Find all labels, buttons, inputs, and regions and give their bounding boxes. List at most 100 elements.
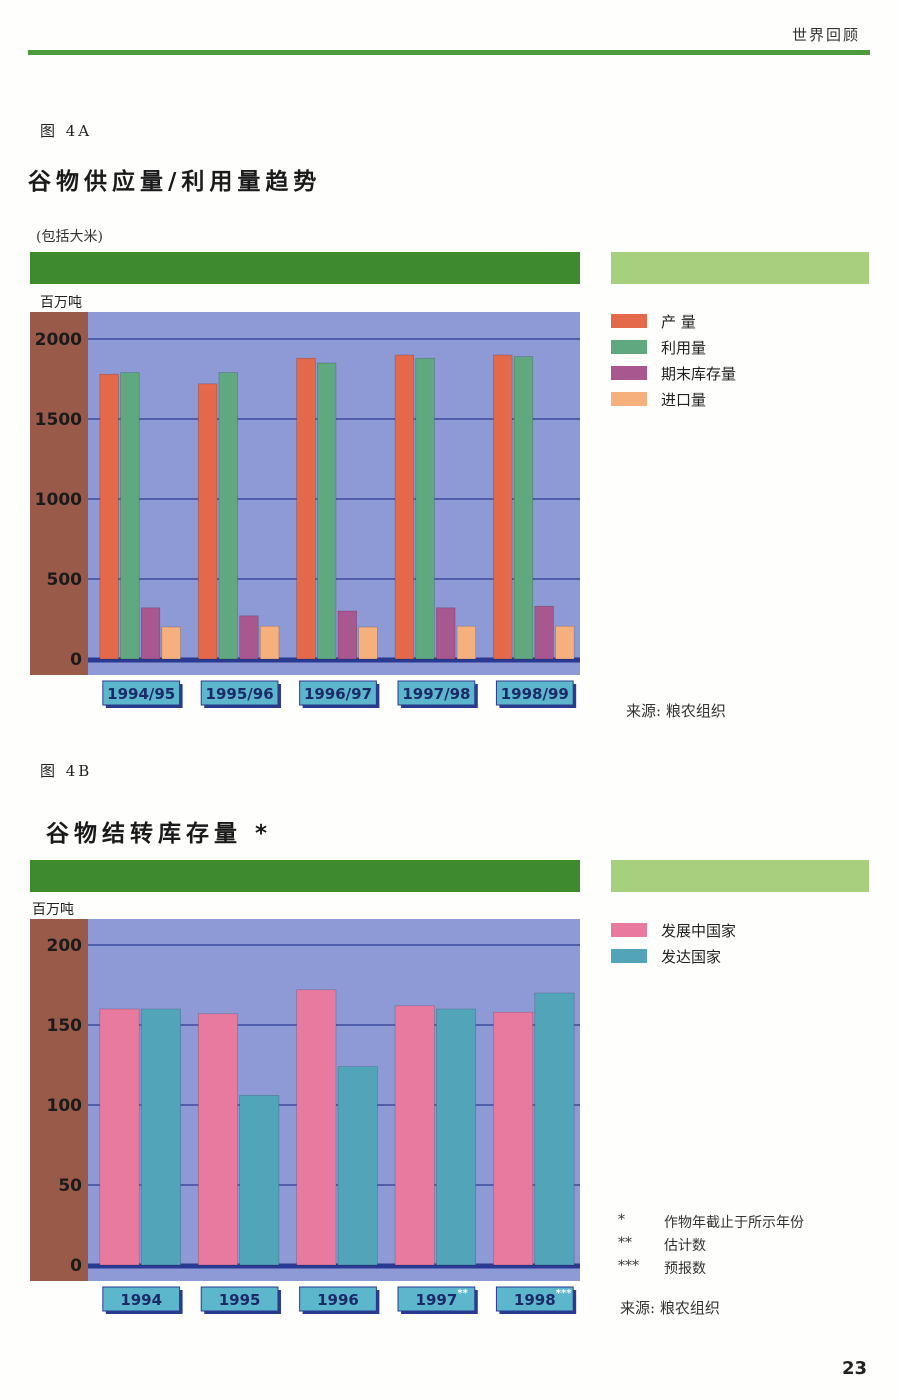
category-tab	[495, 680, 574, 706]
bar-0-1-1	[218, 372, 238, 660]
figure-4b-footnotes: * 作物年截止于所示年份 ** 估计数 *** 预报数	[618, 1212, 804, 1281]
bar-1-4-0	[493, 1011, 534, 1266]
legend-label: 发达国家	[661, 947, 722, 966]
figure-4b-chart: 0 50 100 150 200 1994 1995 1996 1997 ** 1998 ***	[30, 919, 580, 1314]
bar-1-3-0	[394, 1005, 435, 1266]
figure-4b-light-band	[611, 860, 869, 892]
legend-item: 产 量	[611, 308, 736, 334]
bar-1-0-0	[99, 1008, 140, 1266]
x-tick-superscript: ***	[556, 1288, 572, 1299]
bar-1-1-1	[239, 1095, 280, 1266]
legend-swatch	[611, 340, 647, 354]
category-tab	[299, 1286, 377, 1312]
footnote: *** 预报数	[618, 1258, 804, 1281]
bar-0-2-3	[358, 626, 378, 660]
x-tick-label: 1995/96	[206, 685, 274, 703]
legend-label: 产 量	[661, 312, 696, 331]
bar-0-1-2	[239, 615, 259, 660]
x-tick-label: 1997/98	[402, 685, 470, 703]
figure-4b-legend: 发展中国家发达国家	[611, 917, 736, 969]
bar-0-3-3	[456, 625, 477, 660]
bar-0-3-0	[394, 354, 415, 660]
legend-swatch	[611, 366, 647, 380]
bar-1-3-1	[436, 1008, 477, 1266]
bar-0-1-3	[259, 625, 280, 660]
category-tab	[299, 680, 377, 706]
footnote-marker: *	[618, 1212, 625, 1228]
x-tick-label: 1994	[120, 1291, 162, 1309]
x-tick-label: 1996	[317, 1291, 359, 1309]
y-tick-label: 2000	[35, 330, 82, 350]
footnote: * 作物年截止于所示年份	[618, 1212, 804, 1235]
legend-item: 发达国家	[611, 943, 736, 969]
legend-label: 进口量	[661, 390, 707, 409]
bar-0-0-0	[99, 373, 119, 660]
legend-item: 期末库存量	[611, 360, 736, 386]
y-tick-label: 0	[70, 1256, 82, 1276]
footnote-text: 作物年截止于所示年份	[664, 1215, 804, 1231]
legend-swatch	[611, 949, 647, 963]
y-tick-label: 200	[47, 936, 83, 956]
figure-4b-title: 谷物结转库存量 *	[46, 821, 273, 847]
x-tick-label: 1994/95	[107, 685, 175, 703]
figure-4a-unit-label: 百万吨	[40, 295, 82, 311]
y-tick-label: 150	[47, 1016, 83, 1036]
category-tab	[200, 680, 279, 706]
bar-0-0-2	[140, 607, 161, 660]
x-tick-label: 1997	[416, 1291, 458, 1309]
bar-1-2-1	[337, 1066, 378, 1266]
bar-0-2-1	[317, 362, 337, 660]
bar-0-0-3	[161, 626, 181, 660]
category-tab	[200, 1286, 279, 1312]
bar-0-4-3	[555, 625, 575, 660]
bar-0-4-1	[513, 356, 534, 660]
running-head: 世界回顾	[791, 26, 860, 44]
y-tick-label: 100	[47, 1096, 83, 1116]
header-rule	[28, 50, 870, 55]
figure-4b-unit-label: 百万吨	[32, 902, 74, 918]
bar-1-0-1	[140, 1008, 181, 1266]
x-tick-label: 1998/99	[501, 685, 569, 703]
category-tab	[102, 1286, 181, 1312]
bar-0-3-1	[415, 357, 435, 660]
footnote-marker: **	[618, 1235, 632, 1251]
page-number: 23	[842, 1358, 868, 1379]
figure-4a-light-band	[611, 252, 869, 284]
category-tab	[397, 1286, 476, 1312]
footnote-text: 估计数	[664, 1238, 706, 1254]
bar-0-2-2	[337, 610, 357, 660]
y-tick-label: 50	[58, 1176, 82, 1196]
footnote-text: 预报数	[664, 1261, 706, 1277]
y-axis-panel	[30, 312, 88, 675]
figure-4a-note: (包括大米)	[36, 229, 103, 245]
bar-0-4-2	[534, 605, 554, 660]
bar-0-3-2	[436, 607, 456, 660]
legend-swatch	[611, 314, 647, 328]
figure-4b-dark-band	[30, 860, 580, 892]
bar-0-0-1	[120, 372, 140, 660]
bar-0-1-0	[197, 383, 218, 660]
x-tick-superscript: **	[457, 1288, 468, 1299]
bar-1-1-0	[197, 1013, 238, 1266]
y-tick-label: 0	[70, 650, 82, 670]
y-tick-label: 1500	[35, 410, 82, 430]
figure-4b-label: 图 4B	[40, 762, 93, 780]
legend-item: 发展中国家	[611, 917, 736, 943]
legend-swatch	[611, 923, 647, 937]
figure-4a-label: 图 4A	[40, 122, 93, 140]
category-tab	[397, 680, 476, 706]
legend-item: 利用量	[611, 334, 736, 360]
figure-4a-source: 来源: 粮农组织	[626, 702, 726, 720]
legend-swatch	[611, 392, 647, 406]
figure-4a-chart: 0 500 1000 1500 2000 1994/95 1995/96 1996/97 199…	[30, 312, 580, 708]
figure-4a-legend: 产 量利用量 期末库存量进口量	[611, 308, 736, 412]
bar-0-2-0	[296, 357, 316, 660]
x-tick-label: 1995	[219, 1291, 261, 1309]
x-tick-label: 1996/97	[304, 685, 372, 703]
category-tab	[102, 680, 181, 706]
y-tick-label: 500	[47, 570, 83, 590]
bar-1-2-0	[296, 989, 337, 1266]
y-tick-label: 1000	[35, 490, 82, 510]
footnote: ** 估计数	[618, 1235, 804, 1258]
category-tab	[495, 1286, 574, 1312]
